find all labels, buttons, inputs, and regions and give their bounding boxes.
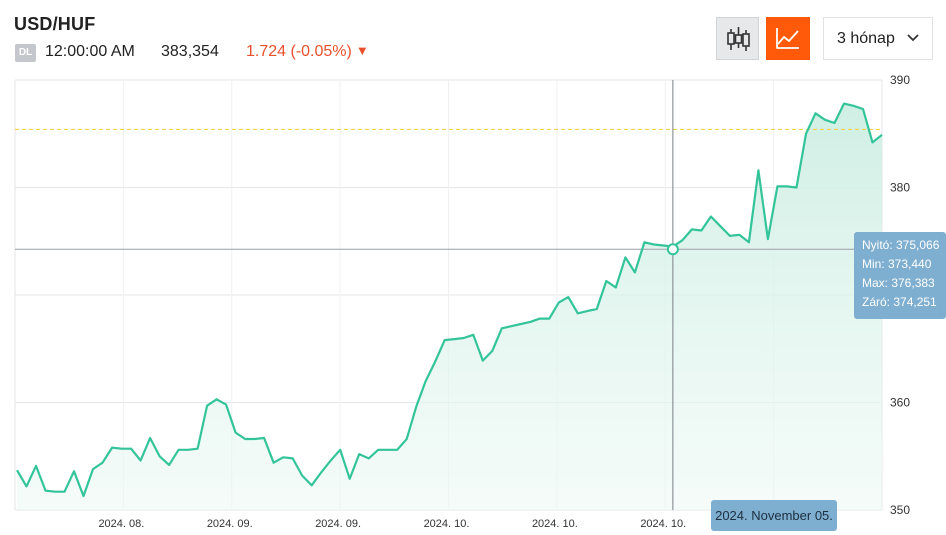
line-chart-button[interactable] <box>766 17 810 60</box>
crosshair-point <box>666 243 679 256</box>
ohlc-tooltip: Nyitó: 375,066 Min: 373,440 Max: 376,383… <box>854 232 946 319</box>
x-tick-label: 2024. 09. <box>315 518 361 530</box>
time-range-label: 3 hónap <box>837 30 895 47</box>
time-range-select[interactable]: 3 hónap <box>823 17 933 60</box>
x-tick-label: 2024. 10. <box>424 518 470 530</box>
quote-time: 12:00:00 AM <box>45 43 135 60</box>
last-price: 383,354 <box>161 43 219 60</box>
delayed-badge: DL <box>15 44 36 62</box>
x-tick-label: 2024. 10. <box>640 518 686 530</box>
x-axis: 2024. 08. 2024. 09. 2024. 09. 2024. 10. 2024… <box>98 518 794 530</box>
candlestick-chart-icon <box>727 27 750 51</box>
x-tick-label: 2024. 10. <box>532 518 578 530</box>
tooltip-close: Záró: 374,251 <box>862 295 937 309</box>
y-tick-label: 360 <box>890 396 910 410</box>
x-tick-label: 2024. 09. <box>207 518 253 530</box>
price-change: 1.724 (-0.05%) ▼ <box>246 43 369 61</box>
y-tick-label: 380 <box>890 181 910 195</box>
chevron-down-icon <box>906 31 920 50</box>
tooltip-open: Nyitó: 375,066 <box>862 238 940 252</box>
symbol-title: USD/HUF <box>14 14 96 34</box>
tooltip-low: Min: 373,440 <box>862 257 932 271</box>
price-change-value: 1.724 (-0.05%) <box>246 43 352 60</box>
crosshair-date-label: 2024. November 05. <box>711 500 837 531</box>
x-tick-label: 2024. 08. <box>98 518 144 530</box>
candlestick-chart-button[interactable] <box>716 17 759 60</box>
down-arrow-icon: ▼ <box>355 43 369 58</box>
y-axis: 350 360 380 390 <box>890 73 910 517</box>
price-line <box>16 102 883 498</box>
y-tick-label: 390 <box>890 73 910 87</box>
y-tick-label: 350 <box>890 503 910 517</box>
line-chart-icon <box>776 28 799 49</box>
price-area <box>17 103 882 510</box>
tooltip-high: Max: 376,383 <box>862 276 935 290</box>
